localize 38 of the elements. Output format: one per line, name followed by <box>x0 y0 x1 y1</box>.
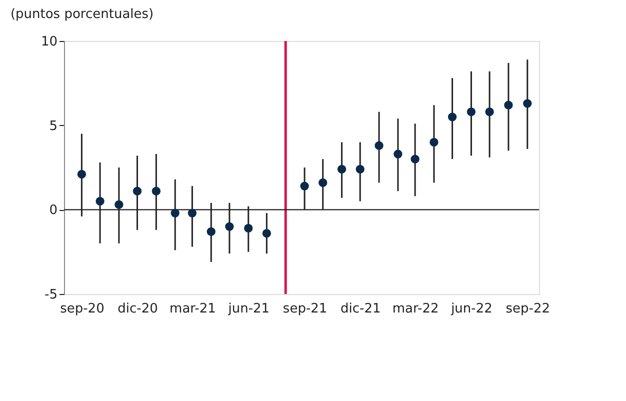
x-tick-label: sep-22 <box>506 302 550 316</box>
x-tick-label: dic-21 <box>340 302 381 316</box>
point <box>188 208 197 218</box>
y-axis-title: (puntos porcentuales) <box>10 7 154 22</box>
point <box>394 150 402 158</box>
point <box>448 112 457 122</box>
x-tick-label: jun-22 <box>450 302 492 316</box>
point <box>466 108 476 116</box>
point <box>170 208 180 218</box>
point <box>96 196 104 206</box>
point <box>430 138 438 147</box>
point <box>114 200 124 209</box>
x-tick-label: sep-20 <box>60 302 104 316</box>
x-tick-label: jun-21 <box>227 302 270 316</box>
x-tick-label: dic-20 <box>118 302 158 316</box>
point <box>318 178 328 187</box>
y-tick-label: 5 <box>49 118 58 134</box>
x-tick-label: sep-21 <box>282 302 328 316</box>
point <box>152 186 161 196</box>
point <box>374 141 384 150</box>
point <box>132 186 142 196</box>
point <box>523 99 532 108</box>
y-tick-label: -5 <box>44 288 58 302</box>
y-tick-label: 0 <box>49 203 58 218</box>
point <box>356 164 364 174</box>
point <box>262 228 272 238</box>
x-tick-label: mar-22 <box>392 302 439 316</box>
point <box>485 108 494 116</box>
point <box>410 154 420 164</box>
point <box>206 227 216 236</box>
x-tick-label: mar-21 <box>170 302 216 316</box>
y-tick-label: 10 <box>40 34 58 50</box>
point <box>244 224 253 233</box>
point <box>337 164 346 174</box>
point <box>300 182 309 190</box>
point <box>225 222 234 231</box>
point <box>77 170 86 179</box>
point <box>504 100 513 110</box>
